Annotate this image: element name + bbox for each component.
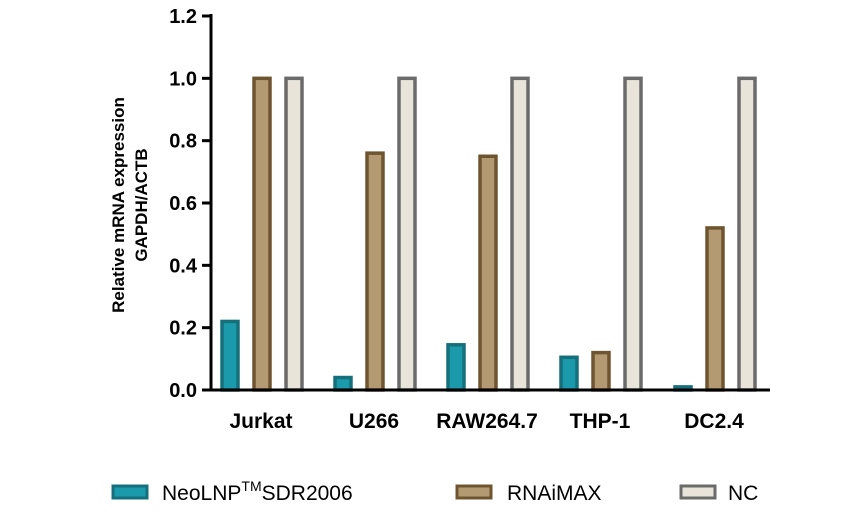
bar-u266-series-1 bbox=[333, 375, 353, 392]
x-category-label: THP-1 bbox=[570, 410, 631, 433]
y-tick-label: 0.2 bbox=[169, 318, 197, 340]
y-tick-label: 0.0 bbox=[169, 380, 197, 402]
bar-u266-series-3 bbox=[397, 76, 417, 392]
x-category-label: Jurkat bbox=[229, 410, 292, 433]
bar-dc2-4-series-2 bbox=[705, 226, 725, 392]
y-tick-label: 0.4 bbox=[169, 255, 198, 277]
x-category-label: RAW264.7 bbox=[436, 410, 538, 433]
y-tick-label: 1.0 bbox=[169, 68, 197, 90]
bar-raw264-7-series-1 bbox=[446, 343, 466, 392]
bar-raw264-7-series-3 bbox=[510, 76, 530, 392]
axes-group: 0.0 0.2 0.4 0.6 0.8 1.0 1.2 Jurkat U266 RAW264.7 T… bbox=[169, 6, 770, 433]
y-tick-label: 0.8 bbox=[169, 131, 197, 153]
y-axis-title: Relative mRNA expression GAPDH/ACTB bbox=[109, 97, 151, 313]
bar-jurkat-series-3 bbox=[284, 76, 304, 392]
y-axis-title-line2: GAPDH/ACTB bbox=[132, 148, 151, 261]
bar-u266-series-2 bbox=[365, 151, 385, 392]
y-tick-label: 0.6 bbox=[169, 193, 197, 215]
bar-thp-1-series-3 bbox=[623, 76, 643, 392]
legend: NeoLNPTMSDR2006 RNAiMAX NC bbox=[111, 478, 758, 505]
legend-swatch bbox=[111, 484, 149, 500]
legend-label: RNAiMAX bbox=[507, 482, 602, 505]
legend-swatch bbox=[679, 484, 717, 500]
bar-raw264-7-series-2 bbox=[478, 154, 498, 392]
bar-thp-1-series-1 bbox=[559, 355, 579, 392]
x-category-label: U266 bbox=[349, 410, 399, 433]
x-category-label: DC2.4 bbox=[684, 410, 744, 433]
y-tick-label: 1.2 bbox=[169, 6, 197, 28]
bar-thp-1-series-2 bbox=[591, 350, 611, 392]
bars-group bbox=[220, 76, 757, 392]
legend-label: NC bbox=[728, 482, 758, 505]
bar-jurkat-series-1 bbox=[220, 319, 240, 392]
legend-swatch bbox=[455, 484, 493, 500]
bar-dc2-4-series-3 bbox=[737, 76, 757, 392]
legend-label: NeoLNPTMSDR2006 bbox=[162, 478, 353, 505]
bar-jurkat-series-2 bbox=[252, 76, 272, 392]
y-axis-title-line1: Relative mRNA expression bbox=[109, 97, 128, 313]
